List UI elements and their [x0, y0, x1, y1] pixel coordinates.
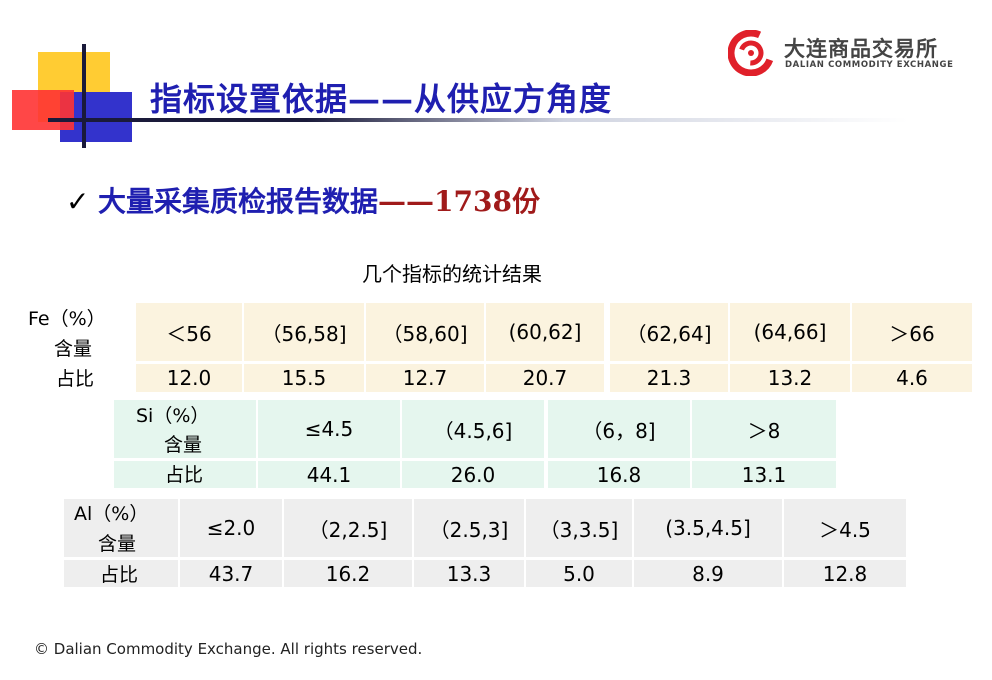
si-range-cell: （6，8]	[548, 400, 690, 458]
subtitle-dash: ——	[378, 185, 435, 218]
al-share-label: 占比	[100, 564, 139, 586]
si-range-cell: （4.5,6]	[402, 400, 544, 458]
si-share-label-cell	[114, 461, 256, 488]
si-element-label: Si（%）	[136, 405, 210, 427]
fe-element-label: Fe（%）	[28, 308, 106, 330]
tables-caption: 几个指标的统计结果	[362, 262, 542, 286]
fe-range-cell: ＞66	[852, 303, 972, 361]
fe-range-cell: （58,60]	[366, 303, 484, 361]
title-underline	[48, 118, 908, 122]
al-value-cell: 43.7	[180, 560, 282, 587]
fe-value-cell: 4.6	[852, 364, 972, 392]
exchange-logo: 大连商品交易所 DALIAN COMMODITY EXCHANGE	[728, 30, 958, 78]
subtitle-text: 大量采集质检报告数据	[98, 185, 379, 218]
fe-range-cell: (60,62]	[486, 303, 604, 361]
fe-share-label: 占比	[56, 368, 95, 390]
si-value-cell: 13.1	[692, 461, 836, 488]
al-range-cell: （2,2.5]	[284, 499, 412, 557]
si-value-cell: 44.1	[258, 461, 400, 488]
fe-range-cell: (64,66]	[730, 303, 850, 361]
si-value-cell: 16.8	[548, 461, 690, 488]
fe-range-cell: （56,58]	[244, 303, 364, 361]
report-count: 1738份	[434, 185, 540, 218]
al-value-cell: 16.2	[284, 560, 412, 587]
al-label-cell	[64, 499, 178, 557]
logo-name-cn: 大连商品交易所	[784, 37, 938, 61]
al-value-cell: 8.9	[634, 560, 782, 587]
fe-value-cell: 20.7	[486, 364, 604, 392]
al-range-cell: (3.5,4.5]	[634, 499, 782, 557]
si-share-label: 占比	[165, 464, 204, 486]
si-range-cell: ＞8	[692, 400, 836, 458]
decor-red-square	[12, 90, 74, 130]
si-label-cell	[114, 400, 256, 458]
al-range-cell: （2.5,3]	[414, 499, 524, 557]
si-value-cell: 26.0	[402, 461, 544, 488]
al-element-label: Al（%）	[74, 503, 149, 525]
fe-range-cell: ＜56	[136, 303, 242, 361]
al-share-label-cell	[64, 560, 178, 587]
fe-value-cell: 12.0	[136, 364, 242, 392]
si-range-cell: ≤4.5	[258, 400, 400, 458]
fe-value-cell: 21.3	[610, 364, 728, 392]
fe-content-label: 含量	[54, 338, 93, 360]
al-value-cell: 13.3	[414, 560, 524, 587]
slide-title: 指标设置依据——从供应方角度	[150, 80, 613, 118]
al-range-cell: ＞4.5	[784, 499, 906, 557]
dce-logo-icon	[728, 30, 774, 76]
checkmark-icon: ✓	[66, 185, 90, 218]
si-content-label: 含量	[164, 434, 203, 456]
fe-range-cell: （62,64]	[610, 303, 728, 361]
al-content-label: 含量	[98, 533, 137, 555]
logo-name-en: DALIAN COMMODITY EXCHANGE	[785, 60, 954, 70]
al-value-cell: 5.0	[526, 560, 632, 587]
al-range-cell: ≤2.0	[180, 499, 282, 557]
fe-value-cell: 12.7	[366, 364, 484, 392]
subtitle-line: ✓ 大量采集质检报告数据——1738份	[66, 180, 540, 220]
decor-vertical-line	[82, 44, 86, 148]
al-range-cell: （3,3.5]	[526, 499, 632, 557]
fe-value-cell: 13.2	[730, 364, 850, 392]
copyright-footer: © Dalian Commodity Exchange. All rights …	[34, 640, 423, 658]
al-value-cell: 12.8	[784, 560, 906, 587]
fe-value-cell: 15.5	[244, 364, 364, 392]
